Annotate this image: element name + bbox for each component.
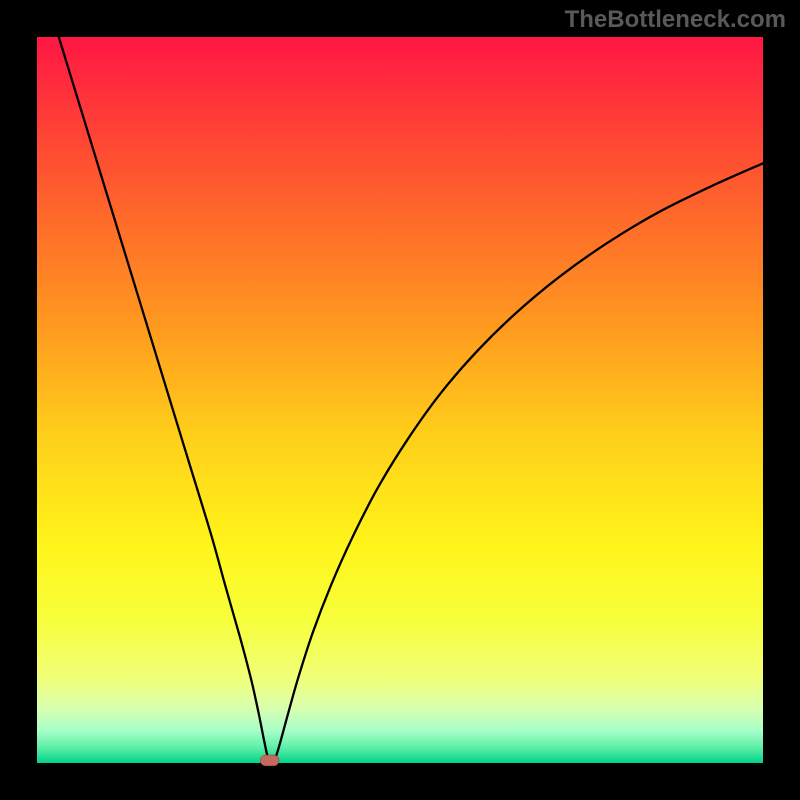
minimum-marker — [260, 755, 279, 766]
watermark-text: TheBottleneck.com — [565, 6, 786, 34]
plot-area — [37, 37, 763, 763]
bottleneck-curve — [59, 37, 763, 762]
plot-svg — [37, 37, 763, 763]
chart-frame: TheBottleneck.com — [0, 0, 800, 800]
